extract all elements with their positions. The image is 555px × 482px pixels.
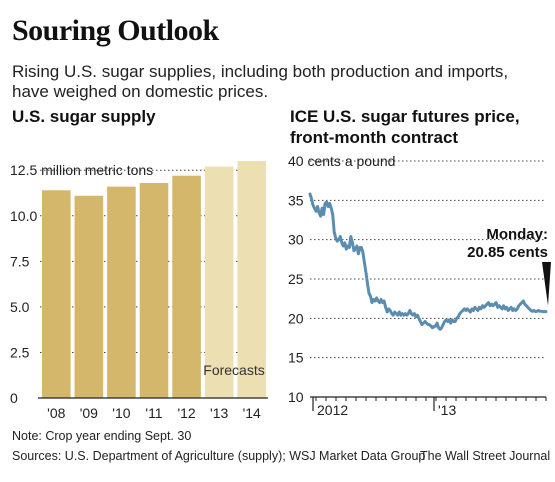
price-line-chart: 10 15 20 25 30 35 40 cents a pound 2012 '13 Monda… [288,153,551,418]
supply-bar-chart: 0 2.5 5.0 7.5 10.0 12.5 million metric tons '0… [10,161,268,421]
annotation-label: Monday: [486,226,548,243]
supply-chart-title: U.S. sugar supply [12,107,156,126]
line-xtick-label: 2012 [317,402,348,418]
supply-bar [139,182,169,398]
price-series-line [308,192,548,331]
page-title: Souring Outlook [12,14,219,47]
bar-ytick-label: 10.0 [10,208,37,224]
line-ytick-label: 30 [288,232,304,248]
line-xtick-label: '13 [438,402,456,418]
annotation-value: 20.85 cents [467,244,548,261]
bar-xtick-label: '11 [145,405,162,421]
annotation-pointer [542,262,551,306]
forecast-label: Forecasts [203,362,264,378]
bar-xtick-label: '09 [80,405,98,421]
bar-ytick-label: 5.0 [10,299,30,315]
bar-xtick-label: '13 [210,405,228,421]
line-ytick-label: 10 [288,389,304,405]
supply-bar [237,161,266,398]
subtitle: Rising U.S. sugar supplies, including bo… [12,62,509,101]
bar-xtick-label: '10 [112,405,130,421]
bar-xtick-label: '14 [243,405,261,421]
bar-ytick-label: 2.5 [10,344,30,360]
price-chart-title: ICE U.S. sugar futures price, front-mont… [290,107,520,147]
line-ytick-label: 20 [288,310,304,326]
supply-bar [74,195,104,398]
bar-xtick-label: '08 [47,405,65,421]
sources-line: Sources: U.S. Department of Agriculture … [12,449,426,463]
bar-xtick-label: '12 [177,405,195,421]
footnote: Note: Crop year ending Sept. 30 [12,429,192,443]
bar-ytick-label: 7.5 [10,253,30,269]
supply-bar [42,190,71,398]
supply-bar [172,175,201,398]
line-ytick-label: 35 [288,192,304,208]
bar-ytick-label: 0 [10,390,18,406]
supply-bar [107,186,136,398]
bar-ytick-label: 12.5 million metric tons [10,162,153,178]
line-ytick-label: 40 cents a pound [288,153,395,169]
line-ytick-label: 15 [288,350,304,366]
credit: The Wall Street Journal [420,449,551,463]
supply-bar [204,166,234,398]
line-ytick-label: 25 [288,271,304,287]
